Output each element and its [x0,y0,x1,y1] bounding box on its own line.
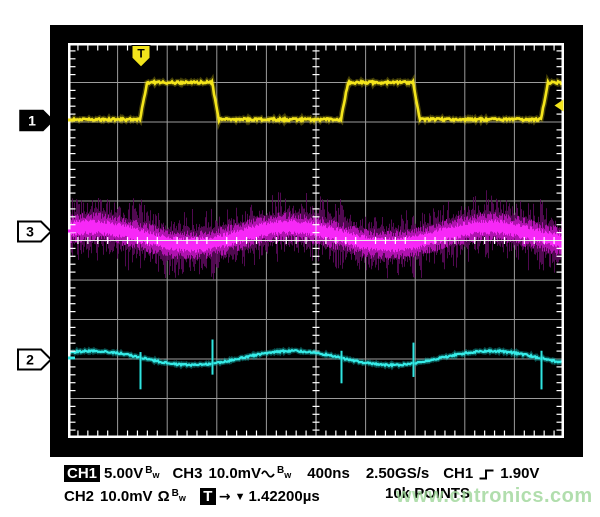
channel-1-marker-shape: 1 [19,109,55,132]
bandwidth-limit-icon: Bw [145,465,160,480]
channel-1-marker: 1 [19,109,55,132]
ch1-scale: 5.00V [104,465,144,482]
bandwidth-limit-icon: Bw [171,488,186,503]
trigger-arrow-icon: → [218,488,231,505]
timebase-readout: 400ns [307,465,350,482]
ch2-scale: 10.0mV [100,488,153,505]
bandwidth-limit-icon: Bw [277,465,292,480]
channel-3-marker: 3 [17,220,53,243]
ac-coupling-icon [261,468,275,480]
readout-line-2: CH2 10.0mV Ω Bw T → ▼ 1.42200µs 10k POIN… [64,485,598,508]
ch3-label: CH3 [172,465,203,482]
rising-edge-icon [478,466,495,482]
watermark: www.cntronics.com [396,485,593,507]
svg-text:1: 1 [28,113,36,129]
svg-text:2: 2 [26,352,34,368]
trigger-delay-readout: 1.42200µs [248,488,320,505]
scope-graticule: T [68,43,564,438]
channel-3-marker-shape: 3 [17,220,53,243]
svg-text:3: 3 [26,224,34,240]
impedance-readout: Ω [157,488,170,505]
trigger-badge: T [199,488,216,505]
svg-text:T: T [137,47,145,61]
ch1-channel-badge: CH1 [64,465,101,482]
sample-rate-readout: 2.50GS/s [365,465,430,482]
readout-line-1: CH1 5.00V Bw CH3 10.0mV Bw 400ns 2.50GS/… [64,462,598,485]
readout-area: CH1 5.00V Bw CH3 10.0mV Bw 400ns 2.50GS/… [64,462,598,508]
record-length-readout: 10k POINTS [385,485,471,502]
trigger-position-icon: ▼ [234,490,246,503]
ch3-scale: 10.0mV [208,465,262,482]
ch2-label: CH2 [64,488,95,505]
channel-2-marker: 2 [17,348,53,371]
trigger-source-readout: CH1 [443,465,474,482]
channel-2-marker-shape: 2 [17,348,53,371]
trigger-level-readout: 1.90V [500,465,540,482]
